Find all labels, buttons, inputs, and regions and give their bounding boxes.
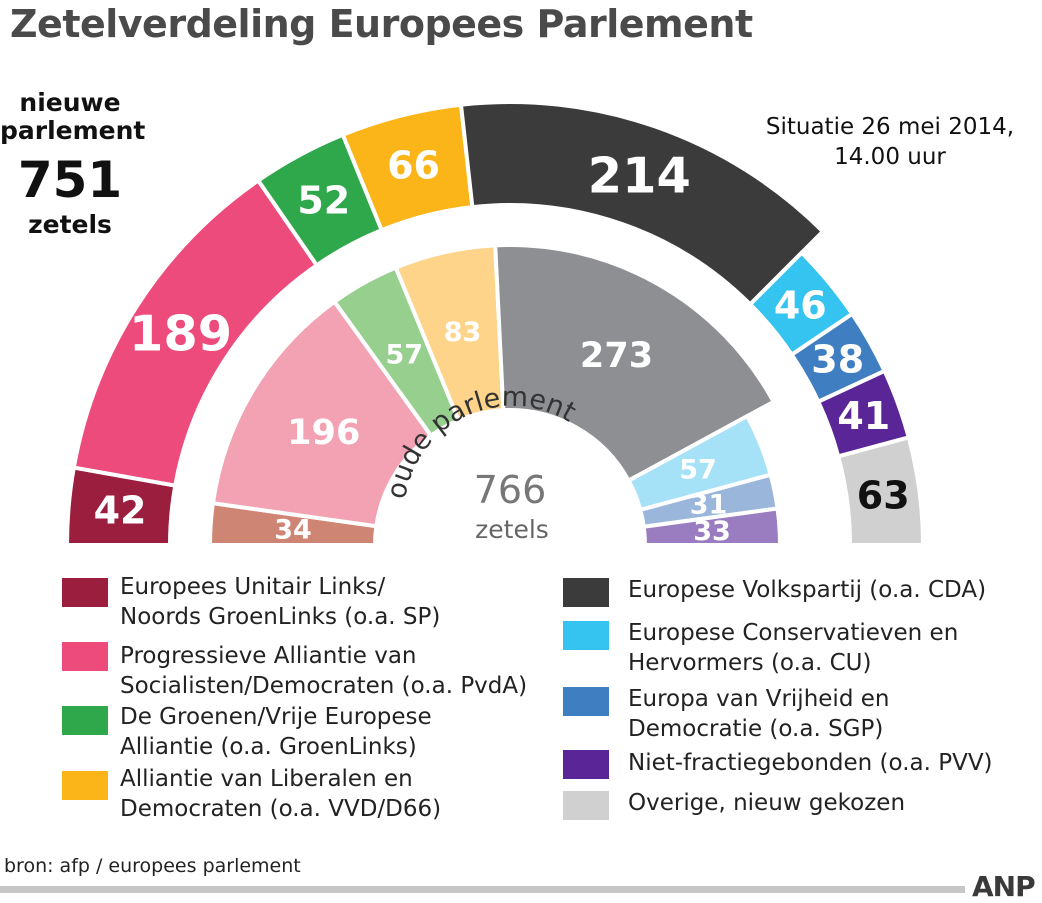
legend-item-alde: Alliantie van Liberalen en Democraten (o… [120, 764, 441, 824]
new-slice-8 [835, 434, 926, 547]
legend-item-efd: Europa van Vrijheid en Democratie (o.a. … [628, 684, 889, 744]
new-slice-label-4: 214 [588, 146, 691, 204]
old-slice-7 [641, 506, 783, 547]
new-parliament-label-2: parlement [0, 116, 146, 145]
old-parliament-unit: zetels [475, 515, 549, 544]
new-slice-label-6: 38 [811, 338, 864, 382]
old-slice-label-0: 34 [274, 514, 312, 545]
legend-text-line: Socialisten/Democraten (o.a. PvdA) [120, 673, 528, 699]
old-parliament-total: 766 [474, 468, 547, 512]
old-slice-label-5: 57 [679, 454, 717, 485]
legend-text-line: Hervormers (o.a. CU) [628, 650, 872, 676]
old-slice-label-4: 273 [580, 335, 653, 376]
old-slice-label-3: 83 [444, 317, 482, 348]
legend-swatch-epp [563, 578, 609, 607]
old-slice-label-1: 196 [287, 412, 360, 453]
situation-line-1: Situatie 26 mei 2014, [765, 114, 1015, 140]
old-slice-1 [210, 298, 434, 529]
new-slice-label-5: 46 [774, 283, 827, 327]
legend-item-greens: De Groenen/Vrije Europese Alliantie (o.a… [120, 702, 432, 762]
old-slice-4 [493, 243, 777, 484]
source-note: bron: afp / europees parlement [4, 855, 301, 877]
legend-text-line: Overige, nieuw gekozen [628, 790, 906, 816]
legend-text-line: Democratie (o.a. SGP) [628, 716, 884, 742]
legend-swatch-other [563, 791, 609, 820]
new-slice-label-7: 41 [837, 394, 890, 438]
legend-text-line: De Groenen/Vrije Europese [120, 704, 432, 730]
new-slice-label-0: 42 [94, 489, 147, 533]
chart-title: Zetelverdeling Europees Parlement [10, 2, 753, 46]
new-slice-label-3: 66 [387, 144, 440, 188]
legend-item-gue-ngl: Europees Unitair Links/ Noords GroenLink… [120, 572, 440, 632]
legend-item-other: Overige, nieuw gekozen [628, 788, 905, 818]
legend-text-line: Noords GroenLinks (o.a. SP) [120, 604, 441, 630]
legend-text-line: Progressieve Alliantie van [120, 643, 417, 669]
legend-swatch-ni [563, 750, 609, 779]
footer-divider [0, 886, 965, 893]
legend-text-line: Alliantie (o.a. GroenLinks) [120, 734, 417, 760]
new-slice-4 [458, 100, 826, 308]
legend-item-sd: Progressieve Alliantie van Socialisten/D… [120, 641, 527, 701]
new-parliament-unit: zetels [28, 210, 112, 239]
legend-swatch-efd [563, 687, 609, 716]
situation-line-2: 14.00 uur [834, 144, 946, 170]
legend-text-line: Europese Volkspartij (o.a. CDA) [628, 577, 987, 603]
brand-logo: ANP [972, 870, 1036, 903]
legend-text-line: Alliantie van Liberalen en [120, 766, 413, 792]
legend-item-ecr: Europese Conservatieven en Hervormers (o… [628, 618, 958, 678]
new-slice-label-8: 63 [857, 474, 910, 518]
legend-text-line: Europese Conservatieven en [628, 620, 959, 646]
legend-swatch-alde [62, 771, 108, 800]
new-parliament-ring: 42 189 52 66 214 46 38 41 63 [64, 100, 926, 547]
legend-text-line: Europees Unitair Links/ [120, 574, 386, 600]
legend-swatch-sd [62, 642, 108, 671]
new-parliament-label-1: nieuwe [19, 88, 121, 117]
legend-text-line: Europa van Vrijheid en [628, 686, 890, 712]
legend-swatch-gue-ngl [62, 578, 108, 607]
legend-text-line: Niet-fractiegebonden (o.a. PVV) [628, 750, 993, 776]
situation-note: Situatie 26 mei 2014, 14.00 uur [740, 112, 1040, 172]
old-slice-label-2: 57 [385, 339, 423, 370]
new-slice-label-1: 189 [129, 304, 232, 362]
legend-text-line: Democraten (o.a. VVD/D66) [120, 796, 442, 822]
legend-swatch-ecr [563, 621, 609, 650]
legend-item-epp: Europese Volkspartij (o.a. CDA) [628, 575, 986, 605]
old-slice-label-7: 33 [693, 516, 731, 547]
legend-item-ni: Niet-fractiegebonden (o.a. PVV) [628, 748, 993, 778]
new-slice-label-2: 52 [297, 179, 350, 223]
new-parliament-total: 751 [17, 151, 123, 209]
legend-swatch-greens [62, 706, 108, 735]
